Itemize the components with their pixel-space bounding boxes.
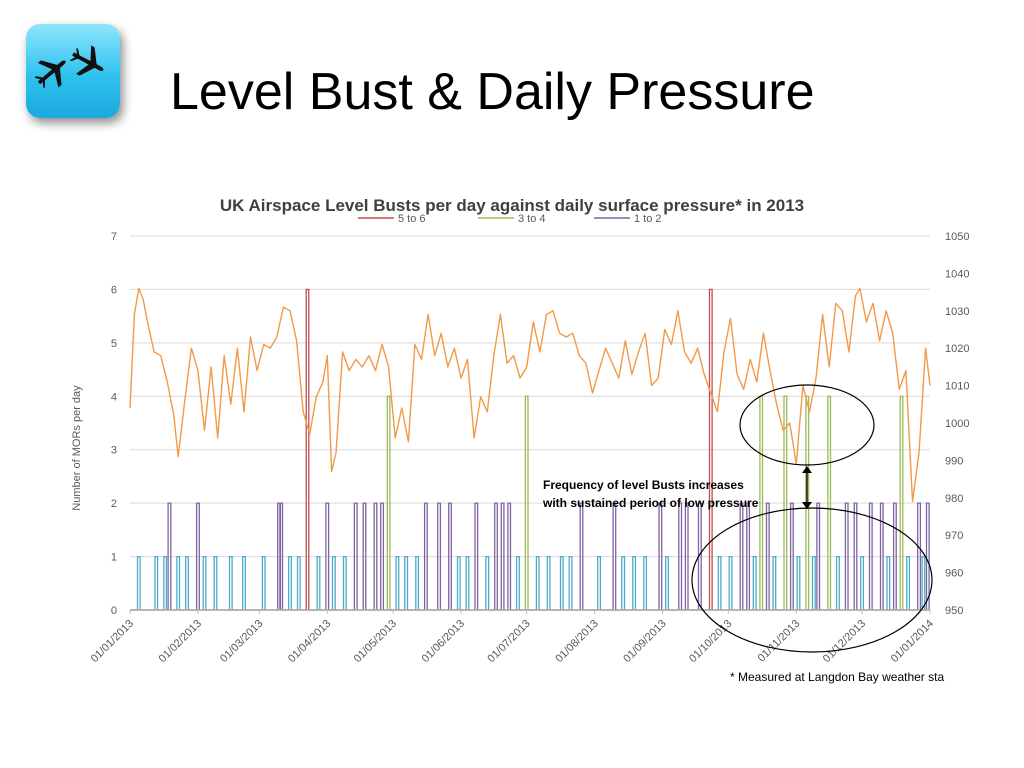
x-tick-label: 01/01/2013: [89, 618, 136, 665]
x-tick-label: 01/08/2013: [553, 618, 600, 665]
footnote: * Measured at Langdon Bay weather sta: [730, 670, 945, 684]
y-tick-label: 5: [111, 338, 117, 350]
legend-label: 5 to 6: [398, 213, 426, 225]
x-tick-label: 01/11/2013: [756, 618, 803, 665]
axes: 0 1 2 3 4 5 6 7 950 960 970 980 990 1000 1010 1020 1030 1…: [89, 231, 970, 665]
series-single-mor-days: [130, 555, 930, 611]
y2-tick-label: 1040: [945, 268, 969, 280]
y2-tick-label: 950: [945, 605, 963, 617]
level-bust-ellipse: [691, 507, 933, 653]
x-tick-label: 01/10/2013: [687, 618, 734, 665]
y-tick-label: 4: [111, 391, 117, 403]
y-tick-label: 6: [111, 284, 117, 296]
x-tick-label: 01/06/2013: [420, 618, 467, 665]
x-tick-label: 01/02/2013: [157, 618, 204, 665]
gridlines: [130, 235, 930, 611]
y2-tick-label: 1030: [945, 306, 969, 318]
y-tick-label: 7: [111, 231, 117, 243]
y-tick-label: 3: [111, 445, 117, 457]
x-tick-label: 01/04/2013: [286, 618, 333, 665]
legend-label: 3 to 4: [518, 213, 546, 225]
chart-title: UK Airspace Level Busts per day against …: [220, 196, 804, 215]
x-tick-label: 01/03/2013: [218, 618, 265, 665]
x-tick-label: 01/07/2013: [485, 618, 532, 665]
y2-tick-label: 980: [945, 493, 963, 505]
y-axis-label: Number of MORs per day: [71, 385, 83, 511]
y2-tick-label: 1010: [945, 381, 969, 393]
y-tick-label: 1: [111, 552, 117, 564]
y-tick-label: 2: [111, 498, 117, 510]
annotation-text: Frequency of level Busts increases: [543, 478, 744, 492]
legend: 5 to 6 3 to 4 1 to 2: [358, 213, 662, 225]
y2-tick-label: 990: [945, 455, 963, 467]
airplanes-icon: [34, 45, 104, 89]
y2-tick-label: 960: [945, 568, 963, 580]
annotation-layer: Frequency of level Busts increases with s…: [542, 384, 933, 653]
arrow-head-down: [802, 502, 812, 509]
x-tick-label: 01/05/2013: [352, 618, 399, 665]
x-tick-label: 01/09/2013: [621, 618, 668, 665]
y2-tick-label: 970: [945, 530, 963, 542]
y2-tick-label: 1020: [945, 343, 969, 355]
y2-tick-label: 1000: [945, 418, 969, 430]
low-pressure-ellipse: [739, 384, 875, 466]
pressure-line: [129, 287, 931, 503]
x-tick-label: 01/01/2014: [889, 618, 936, 665]
y2-tick-label: 1050: [945, 231, 969, 243]
app-icon: [26, 24, 120, 118]
slide-title: Level Bust & Daily Pressure: [170, 63, 815, 121]
pressure-series: [129, 287, 931, 503]
arrow-head-up: [802, 466, 812, 473]
legend-label: 1 to 2: [634, 213, 662, 225]
annotation-text: with sustained period of low pressure: [542, 496, 759, 510]
y-tick-label: 0: [111, 605, 117, 617]
x-tick-label: 01/12/2013: [821, 618, 868, 665]
